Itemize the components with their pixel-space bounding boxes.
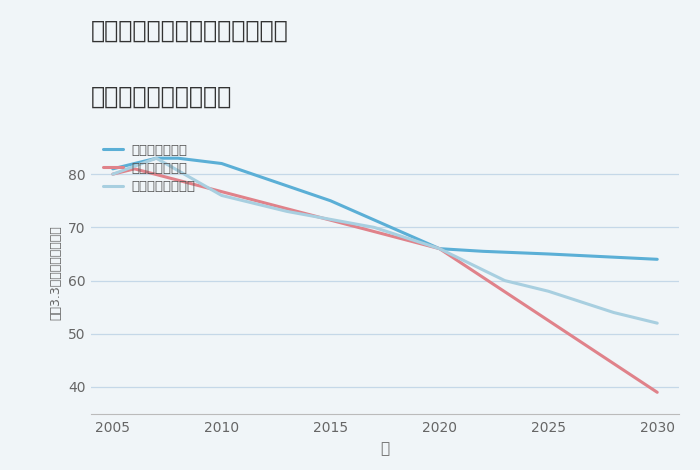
グッドシナリオ bbox=[435, 246, 444, 251]
ノーマルシナリオ bbox=[500, 278, 509, 283]
ノーマルシナリオ bbox=[653, 321, 662, 326]
グッドシナリオ bbox=[653, 257, 662, 262]
Y-axis label: 坪（3.3㎡）単価（万円）: 坪（3.3㎡）単価（万円） bbox=[49, 225, 62, 320]
ノーマルシナリオ bbox=[370, 225, 378, 230]
グッドシナリオ bbox=[108, 166, 117, 172]
ノーマルシナリオ bbox=[610, 310, 618, 315]
ノーマルシナリオ bbox=[283, 209, 291, 214]
Line: ノーマルシナリオ: ノーマルシナリオ bbox=[113, 158, 657, 323]
ノーマルシナリオ bbox=[108, 172, 117, 177]
グッドシナリオ bbox=[544, 251, 552, 257]
バッドシナリオ bbox=[130, 166, 139, 172]
ノーマルシナリオ bbox=[152, 156, 160, 161]
ノーマルシナリオ bbox=[435, 246, 444, 251]
バッドシナリオ bbox=[435, 246, 444, 251]
グッドシナリオ bbox=[174, 156, 182, 161]
Line: グッドシナリオ: グッドシナリオ bbox=[113, 158, 657, 259]
グッドシナリオ bbox=[152, 156, 160, 161]
Legend: グッドシナリオ, バッドシナリオ, ノーマルシナリオ: グッドシナリオ, バッドシナリオ, ノーマルシナリオ bbox=[104, 144, 195, 193]
グッドシナリオ bbox=[326, 198, 335, 204]
Text: 中古戸建ての価格推移: 中古戸建ての価格推移 bbox=[91, 85, 232, 109]
Text: 奈良県吉野郡下北山村上桑原の: 奈良県吉野郡下北山村上桑原の bbox=[91, 19, 288, 43]
ノーマルシナリオ bbox=[544, 289, 552, 294]
バッドシナリオ bbox=[108, 172, 117, 177]
グッドシナリオ bbox=[218, 161, 226, 166]
バッドシナリオ bbox=[653, 390, 662, 395]
Line: バッドシナリオ: バッドシナリオ bbox=[113, 169, 657, 392]
X-axis label: 年: 年 bbox=[380, 441, 390, 456]
グッドシナリオ bbox=[479, 249, 487, 254]
ノーマルシナリオ bbox=[218, 193, 226, 198]
